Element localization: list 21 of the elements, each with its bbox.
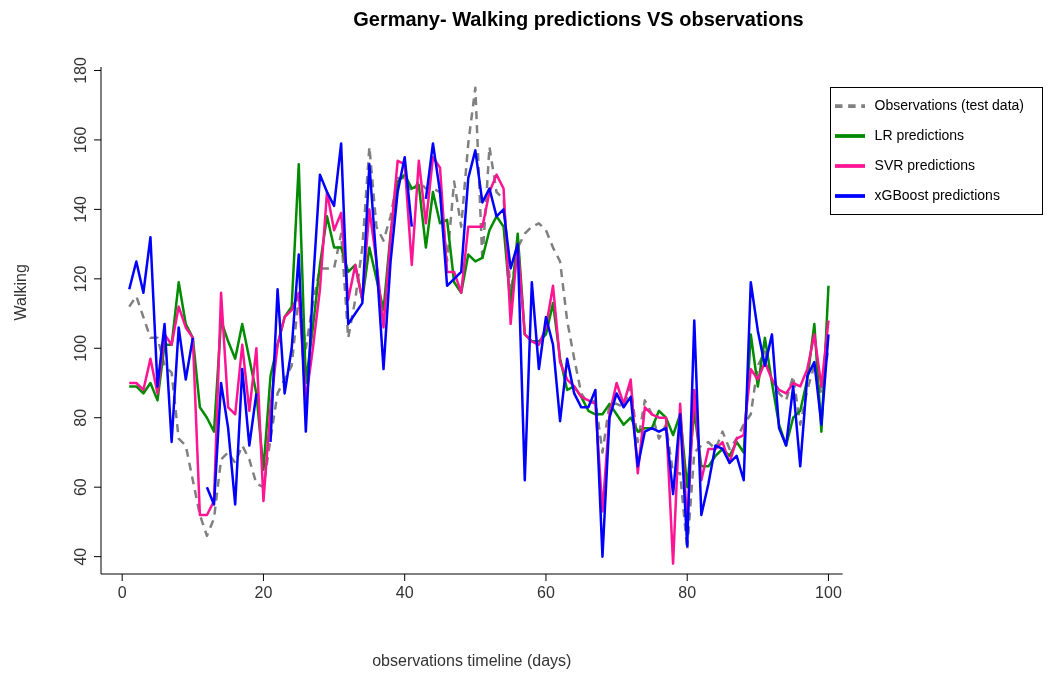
- x-tick-label: 60: [537, 584, 555, 602]
- legend-label: xGBoost predictions: [874, 186, 1000, 203]
- legend-label: LR predictions: [874, 126, 965, 143]
- y-tick-label: 80: [72, 408, 89, 427]
- x-axis-title: observations timeline (days): [372, 652, 572, 669]
- y-axis-title: Walking: [11, 264, 29, 321]
- y-tick-label: 40: [72, 547, 89, 566]
- x-tick-label: 100: [815, 584, 842, 602]
- y-tick-label: 180: [72, 57, 89, 84]
- x-tick-label: 80: [678, 584, 697, 602]
- chart-title: Germany- Walking predictions VS observations: [352, 8, 805, 31]
- y-tick-label: 100: [72, 334, 89, 362]
- y-tick-label: 140: [72, 195, 89, 223]
- x-tick-label: 0: [117, 584, 127, 602]
- x-tick-label: 20: [254, 584, 273, 602]
- legend-label: Observations (test data): [874, 96, 1024, 113]
- legend-label: SVR predictions: [874, 156, 975, 173]
- y-tick-label: 60: [72, 478, 89, 497]
- y-tick-label: 160: [72, 126, 89, 154]
- y-tick-label: 120: [72, 265, 89, 293]
- x-tick-label: 40: [395, 584, 414, 602]
